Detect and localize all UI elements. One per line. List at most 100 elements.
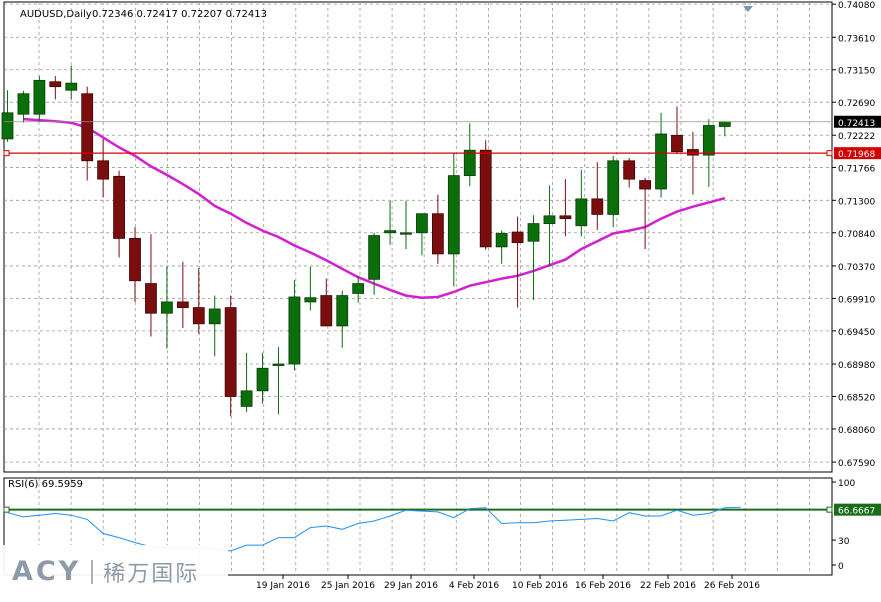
candle-body	[400, 232, 412, 235]
y-axis-label: 0.68980	[838, 361, 875, 371]
candle-body	[208, 308, 221, 325]
candle-body	[671, 134, 683, 153]
candle-body	[575, 198, 588, 227]
x-axis-label: 10 Feb 2016	[512, 581, 568, 591]
x-axis-label: 22 Feb 2016	[640, 581, 696, 591]
candle-body	[336, 295, 349, 327]
y-axis-label: 0.70370	[838, 263, 875, 273]
candle-body	[81, 93, 94, 162]
y-axis-label: 0.73610	[838, 34, 875, 44]
candle-body	[33, 79, 46, 115]
price-level-tag-text: 0.71968	[838, 150, 875, 160]
y-axis-label: 0.69450	[838, 328, 875, 338]
chart-header-symbol: AUDUSD,Daily	[20, 9, 92, 20]
y-axis-label: 0.69910	[838, 295, 875, 305]
rsi-axis-label: 30	[838, 537, 850, 547]
price-level-left-handle	[3, 150, 10, 157]
current-price-tag-text: 0.72413	[838, 119, 875, 129]
candle-body	[145, 283, 157, 314]
rsi-line	[7, 506, 741, 552]
candle-body	[702, 125, 715, 156]
price-panel-frame	[3, 1, 833, 473]
x-axis-label: 29 Jan 2016	[384, 581, 438, 591]
candle-body	[113, 175, 125, 239]
x-axis-label: 19 Jan 2016	[256, 581, 310, 591]
scroll-shift-marker-icon[interactable]	[743, 6, 753, 12]
candle-body	[176, 301, 189, 308]
candle-body	[17, 93, 30, 115]
rsi-panel-frame	[3, 477, 833, 576]
candle-body	[559, 215, 572, 220]
candle-body	[192, 307, 205, 325]
candle-body	[1, 112, 14, 140]
y-axis-label: 0.68060	[838, 426, 875, 436]
rsi-level-tag-text: 66.6667	[838, 507, 875, 517]
candle-body	[240, 390, 253, 407]
moving-average	[23, 117, 726, 299]
candle-body	[97, 160, 110, 180]
current-price-tag	[834, 115, 881, 128]
rsi-panel: 66.6667	[3, 503, 881, 552]
candles	[1, 65, 731, 417]
candle-body	[129, 238, 141, 282]
watermark-chinese: 稀万国际	[103, 561, 200, 587]
y-axis-label: 0.68520	[838, 393, 875, 403]
candle-body	[288, 296, 301, 365]
candle-body	[304, 297, 317, 303]
price-level-right-handle	[826, 150, 833, 157]
rsi-axis-label: 100	[838, 479, 855, 489]
candle-body	[352, 283, 365, 294]
watermark-logo: ACY 稀万国际	[0, 545, 228, 598]
y-axis-label: 0.72690	[838, 99, 875, 109]
candle-body	[431, 213, 444, 255]
rsi-header: RSI(6) 69.5959	[8, 479, 83, 490]
y-axis-label: 0.70840	[838, 230, 875, 240]
x-axis-label: 16 Feb 2016	[575, 581, 631, 591]
candle-body	[479, 149, 492, 248]
candle-body	[543, 215, 556, 224]
candle-body	[655, 133, 667, 190]
candle-body	[591, 198, 604, 215]
candle-body	[639, 180, 651, 190]
rsi-level-tag	[834, 503, 881, 516]
rsi-level-left-handle	[3, 506, 10, 513]
candle-body	[718, 121, 731, 127]
axes: 0.74080 0.73610 0.73150 0.72690 0.72222 0.717…	[256, 1, 875, 591]
chart-header-ohlc: 0.72346 0.72417 0.72207 0.72413	[92, 9, 267, 20]
candle-body	[272, 363, 285, 366]
candle-body	[607, 160, 620, 215]
x-axis-label: 25 Jan 2016	[321, 581, 375, 591]
candle-body	[687, 149, 699, 156]
candle-body	[463, 149, 476, 177]
candle-body	[527, 223, 540, 242]
y-axis-label: 0.73150	[838, 67, 875, 77]
candle-body	[160, 301, 173, 314]
candle-body	[495, 233, 508, 248]
y-axis-label: 0.71300	[838, 197, 875, 207]
rsi-axis-label: 0	[838, 562, 844, 572]
candle-body	[623, 160, 636, 180]
y-axis-label: 0.67590	[838, 459, 875, 469]
horizontal-line: 0.71968 0.72413	[3, 115, 881, 160]
candle-body	[416, 213, 428, 234]
y-axis-label: 0.71766	[838, 164, 875, 174]
y-axis-label: 0.72222	[838, 132, 875, 142]
price-level-tag	[834, 147, 881, 160]
ma-line	[23, 117, 726, 299]
candle-body	[320, 295, 333, 327]
candle-body	[65, 82, 78, 91]
candle-body	[368, 235, 381, 280]
candle-body	[256, 367, 269, 392]
rsi-level-right-handle	[826, 506, 833, 513]
x-axis-label: 4 Feb 2016	[449, 581, 500, 591]
candle-body	[49, 81, 62, 88]
x-axis-label: 26 Feb 2016	[704, 581, 760, 591]
y-axis-label: 0.74080	[838, 1, 875, 11]
candle-body	[224, 307, 237, 397]
candle-body	[384, 230, 396, 234]
candle-body	[511, 231, 524, 244]
watermark-brand: ACY	[12, 556, 82, 587]
candle-body	[447, 175, 460, 255]
